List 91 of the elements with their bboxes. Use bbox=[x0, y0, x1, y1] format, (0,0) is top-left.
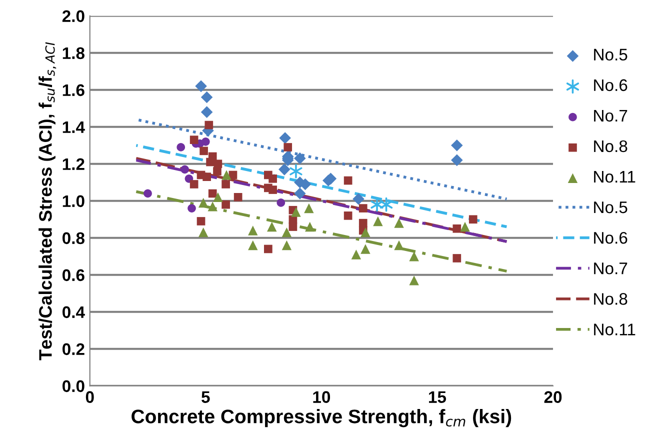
y-tick-label: 1.6 bbox=[62, 84, 84, 96]
legend-label: No.11 bbox=[594, 324, 636, 336]
point bbox=[248, 226, 258, 236]
point bbox=[222, 180, 230, 188]
legend-label: No.6 bbox=[594, 79, 628, 92]
point bbox=[208, 189, 217, 198]
point bbox=[206, 158, 214, 166]
point bbox=[373, 216, 383, 226]
y-tick-label: 0.8 bbox=[62, 232, 84, 244]
point bbox=[190, 136, 198, 144]
point bbox=[200, 106, 213, 118]
point bbox=[180, 165, 189, 174]
y-tick-label: 0.4 bbox=[62, 306, 85, 318]
y-axis-title: Test/Calculated Stress (ACI), f$_{su}$/f$_{s,ACI}$ bbox=[38, 42, 56, 360]
x-tick-label: 10 bbox=[313, 391, 330, 403]
point bbox=[360, 244, 370, 254]
legend-label: No.5 bbox=[594, 202, 628, 214]
point bbox=[282, 227, 292, 238]
x-tick-label: 0 bbox=[86, 391, 94, 403]
point bbox=[360, 227, 370, 238]
point bbox=[198, 198, 208, 208]
point bbox=[200, 91, 213, 104]
point bbox=[213, 192, 223, 202]
x-axis-title: Concrete Compressive Strength, f$_{cm}$ (ksi) bbox=[132, 409, 512, 428]
point bbox=[409, 276, 419, 286]
point bbox=[344, 176, 352, 185]
point bbox=[291, 207, 301, 217]
legend-label: No.6 bbox=[594, 232, 628, 244]
y-tick-label: 1.4 bbox=[62, 121, 85, 133]
point bbox=[394, 240, 404, 250]
point bbox=[268, 186, 277, 194]
y-tick-label: 1.2 bbox=[62, 158, 84, 170]
point bbox=[460, 222, 470, 232]
point bbox=[452, 224, 462, 233]
point bbox=[294, 152, 306, 164]
point bbox=[380, 197, 393, 212]
legend-label: No.11 bbox=[594, 171, 636, 183]
point bbox=[294, 188, 306, 200]
point bbox=[268, 174, 277, 183]
legend-label: No.5 bbox=[594, 48, 628, 61]
point bbox=[290, 164, 302, 178]
point bbox=[276, 198, 286, 207]
point bbox=[188, 204, 196, 212]
point bbox=[208, 202, 218, 212]
point bbox=[305, 222, 315, 232]
y-tick-label: 1.0 bbox=[62, 195, 84, 208]
point bbox=[264, 244, 272, 254]
point bbox=[234, 193, 242, 202]
point bbox=[451, 139, 463, 152]
point bbox=[196, 217, 206, 226]
y-tick-label: 0.6 bbox=[62, 269, 84, 282]
y-tick-label: 1.8 bbox=[62, 47, 84, 60]
point bbox=[288, 222, 298, 231]
point bbox=[213, 167, 222, 176]
point bbox=[204, 120, 214, 130]
point bbox=[409, 252, 419, 262]
legend-label: No.8 bbox=[594, 140, 628, 152]
x-tick-label: 15 bbox=[429, 391, 446, 403]
point bbox=[202, 172, 211, 181]
point bbox=[176, 143, 186, 152]
legend-label: No.8 bbox=[594, 293, 628, 305]
x-tick-label: 5 bbox=[202, 391, 210, 403]
point bbox=[284, 143, 292, 152]
point bbox=[278, 164, 290, 176]
point bbox=[200, 146, 208, 156]
point bbox=[279, 132, 291, 144]
point bbox=[304, 203, 314, 214]
y-tick-label: 0.0 bbox=[62, 380, 84, 392]
legend-label: No.7 bbox=[594, 110, 628, 122]
point bbox=[344, 212, 352, 220]
point bbox=[222, 200, 230, 209]
legend-label: No.7 bbox=[594, 262, 628, 274]
point bbox=[451, 154, 463, 166]
y-tick-label: 2.0 bbox=[62, 10, 84, 22]
point bbox=[144, 189, 152, 198]
point bbox=[198, 227, 208, 238]
point bbox=[452, 254, 462, 262]
x-tick-label: 20 bbox=[544, 391, 562, 403]
point bbox=[267, 222, 277, 232]
point bbox=[394, 218, 404, 228]
point bbox=[351, 250, 362, 260]
point bbox=[195, 80, 207, 92]
point bbox=[248, 240, 258, 250]
point bbox=[352, 193, 364, 205]
y-tick-label: 0.2 bbox=[62, 343, 84, 356]
point bbox=[358, 204, 368, 212]
point bbox=[222, 170, 232, 180]
point bbox=[190, 180, 198, 188]
point bbox=[201, 138, 210, 146]
point bbox=[468, 215, 478, 224]
point bbox=[282, 240, 292, 250]
